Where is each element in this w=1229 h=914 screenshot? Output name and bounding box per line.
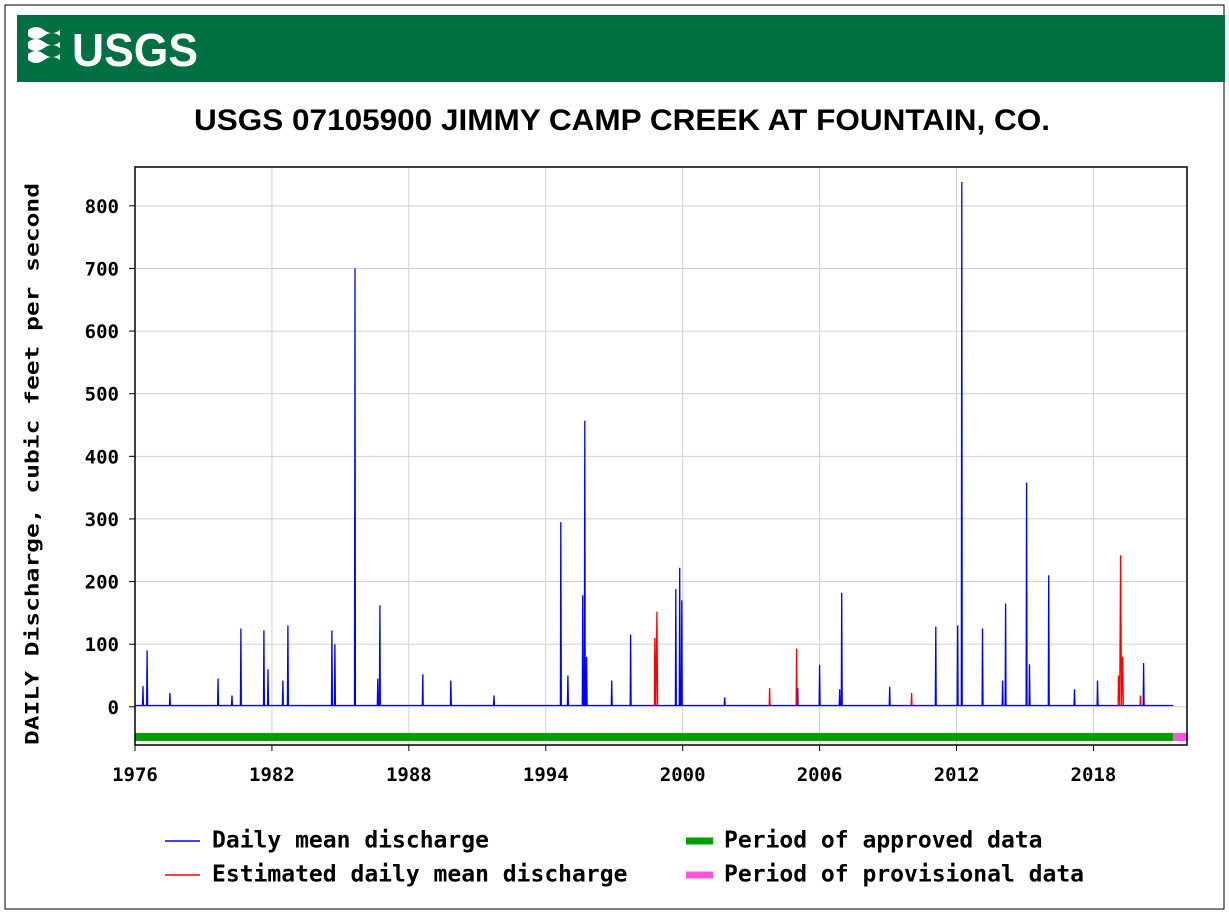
period-bar — [1173, 733, 1187, 741]
legend-label: Period of approved data — [724, 828, 1043, 854]
y-tick-label: 800 — [85, 196, 119, 218]
legend-label: Daily mean discharge — [212, 828, 489, 854]
series-line — [768, 687, 771, 706]
logo-waves — [28, 27, 60, 63]
series-line — [653, 611, 659, 706]
x-tick-label: 2018 — [1071, 764, 1117, 786]
legend-label: Period of provisional data — [724, 862, 1084, 888]
x-tick-label: 1982 — [249, 764, 295, 786]
y-tick-label: 0 — [108, 697, 119, 719]
series-line — [910, 692, 913, 706]
header-banner — [17, 15, 1225, 82]
plot-frame — [134, 166, 1188, 746]
series-line — [1117, 555, 1124, 706]
y-tick-label: 200 — [85, 572, 119, 594]
y-axis-label: DAILY Discharge, cubic feet per second — [22, 183, 44, 745]
logo: USGS — [72, 24, 198, 76]
y-tick-label: 600 — [85, 321, 119, 343]
y-tick-label: 300 — [85, 509, 119, 531]
period-bar — [135, 733, 1174, 741]
x-tick-label: 2012 — [934, 764, 980, 786]
y-tick-label: 400 — [85, 446, 119, 468]
series-line — [1139, 695, 1142, 706]
x-tick-label: 2006 — [797, 764, 843, 786]
legend-label: Estimated daily mean discharge — [212, 862, 627, 888]
series-line — [135, 181, 1174, 707]
x-tick-label: 1976 — [112, 764, 158, 786]
y-tick-label: 700 — [85, 258, 119, 280]
y-tick-label: 100 — [85, 634, 119, 656]
x-tick-label: 1994 — [523, 764, 569, 786]
y-tick-label: 500 — [85, 384, 119, 406]
series-line — [795, 648, 798, 706]
x-tick-label: 1988 — [386, 764, 432, 786]
chart-title: USGS 07105900 JIMMY CAMP CREEK AT FOUNTA… — [194, 104, 1050, 137]
x-tick-label: 2000 — [660, 764, 706, 786]
